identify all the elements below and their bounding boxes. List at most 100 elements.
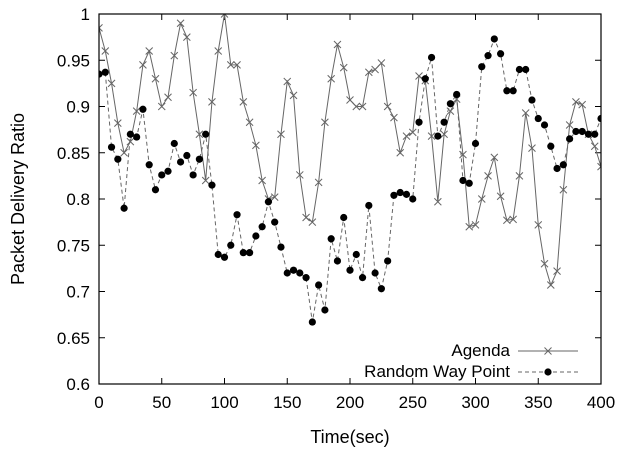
data-point-agenda xyxy=(415,72,423,80)
x-tick-label: 350 xyxy=(524,393,552,412)
legend-label-agenda: Agenda xyxy=(451,341,510,360)
data-point-agenda xyxy=(427,132,436,140)
data-point-random-way-point xyxy=(402,190,411,198)
data-point-agenda xyxy=(151,74,160,83)
data-point-agenda xyxy=(208,98,216,106)
data-point-agenda xyxy=(528,144,536,152)
data-point-random-way-point xyxy=(459,176,467,185)
y-tick-label: 0.9 xyxy=(66,98,90,117)
data-point-random-way-point xyxy=(484,52,492,60)
data-point-random-way-point xyxy=(321,306,329,314)
x-axis-ticks: 0 50 100 150 200 250 300 350 400 xyxy=(94,14,615,412)
data-point-agenda xyxy=(465,222,474,231)
data-point-agenda xyxy=(170,51,179,60)
data-point-agenda xyxy=(352,102,361,111)
data-point-random-way-point xyxy=(503,87,511,95)
data-point-random-way-point xyxy=(101,68,109,76)
data-point-random-way-point xyxy=(139,105,147,113)
data-point-agenda xyxy=(164,93,172,102)
data-point-agenda xyxy=(408,128,417,137)
series-line-random-way-point xyxy=(99,37,601,323)
x-tick-label: 400 xyxy=(587,393,615,412)
data-point-random-way-point xyxy=(421,75,429,83)
data-point-agenda xyxy=(590,142,599,151)
data-point-agenda xyxy=(295,171,304,179)
data-point-random-way-point xyxy=(183,151,191,160)
data-point-agenda xyxy=(333,40,342,49)
data-point-agenda xyxy=(314,178,323,187)
data-point-agenda xyxy=(233,61,241,69)
y-tick-label: 0.65 xyxy=(57,329,90,348)
data-point-agenda xyxy=(201,176,210,185)
data-point-random-way-point xyxy=(195,155,203,163)
data-point-random-way-point xyxy=(584,130,593,138)
data-point-agenda xyxy=(226,61,235,69)
data-point-agenda xyxy=(597,162,601,171)
x-tick-label: 300 xyxy=(461,393,489,412)
x-tick-label: 250 xyxy=(399,393,427,412)
y-axis-title: Packet Delivery Ratio xyxy=(8,113,28,285)
data-point-agenda xyxy=(484,172,492,180)
data-point-random-way-point xyxy=(465,179,473,187)
data-point-random-way-point xyxy=(176,158,185,166)
data-point-agenda xyxy=(346,96,354,104)
data-point-agenda xyxy=(327,74,336,83)
data-point-agenda xyxy=(490,153,499,162)
data-point-random-way-point xyxy=(415,118,423,126)
series-line-agenda xyxy=(99,14,601,287)
data-point-agenda xyxy=(189,88,197,97)
data-point-agenda xyxy=(371,65,379,74)
data-point-random-way-point xyxy=(540,121,549,129)
x-tick-label: 100 xyxy=(210,393,238,412)
data-point-agenda xyxy=(402,132,411,140)
plot-frame xyxy=(98,13,602,385)
data-point-agenda xyxy=(546,281,555,289)
data-point-agenda xyxy=(283,77,292,86)
data-point-agenda xyxy=(258,176,267,185)
data-point-random-way-point xyxy=(289,266,298,274)
data-point-agenda xyxy=(515,172,524,180)
legend-marker-icon-agenda xyxy=(544,347,552,355)
data-point-agenda xyxy=(101,47,110,55)
series-agenda xyxy=(99,14,601,289)
data-point-random-way-point xyxy=(358,274,367,282)
data-point-agenda xyxy=(270,193,279,202)
data-point-random-way-point xyxy=(214,250,222,259)
data-point-random-way-point xyxy=(283,269,291,277)
data-point-agenda xyxy=(477,195,486,203)
data-point-random-way-point xyxy=(384,257,392,265)
data-point-agenda xyxy=(496,192,505,201)
y-tick-label: 0.6 xyxy=(66,375,90,394)
data-point-random-way-point xyxy=(509,87,517,95)
data-point-agenda xyxy=(302,213,310,222)
data-point-agenda xyxy=(107,79,116,88)
y-tick-label: 0.85 xyxy=(57,144,90,163)
data-point-random-way-point xyxy=(365,201,373,210)
y-tick-label: 0.8 xyxy=(66,190,90,209)
data-point-agenda xyxy=(289,91,298,100)
legend: Agenda Random Way Point xyxy=(364,341,578,381)
x-tick-label: 50 xyxy=(152,393,171,412)
data-point-agenda xyxy=(245,118,254,127)
data-point-random-way-point xyxy=(490,35,498,43)
x-axis-title: Time(sec) xyxy=(310,427,389,447)
y-tick-label: 0.7 xyxy=(66,283,90,302)
data-point-random-way-point xyxy=(597,114,601,123)
data-point-random-way-point xyxy=(522,65,530,74)
data-point-agenda xyxy=(440,130,448,139)
data-point-random-way-point xyxy=(327,235,335,243)
data-point-random-way-point xyxy=(252,232,260,240)
data-point-random-way-point xyxy=(591,130,599,138)
data-point-random-way-point xyxy=(346,266,354,274)
data-point-random-way-point xyxy=(239,249,247,257)
data-point-agenda xyxy=(534,221,543,229)
data-point-agenda xyxy=(377,59,386,67)
data-point-random-way-point xyxy=(471,139,480,148)
data-point-random-way-point xyxy=(434,132,442,140)
data-point-agenda xyxy=(157,102,166,111)
data-point-random-way-point xyxy=(145,161,153,169)
data-point-random-way-point xyxy=(158,171,166,179)
data-point-agenda xyxy=(252,141,260,150)
data-point-agenda xyxy=(364,68,373,77)
data-point-random-way-point xyxy=(296,269,304,277)
